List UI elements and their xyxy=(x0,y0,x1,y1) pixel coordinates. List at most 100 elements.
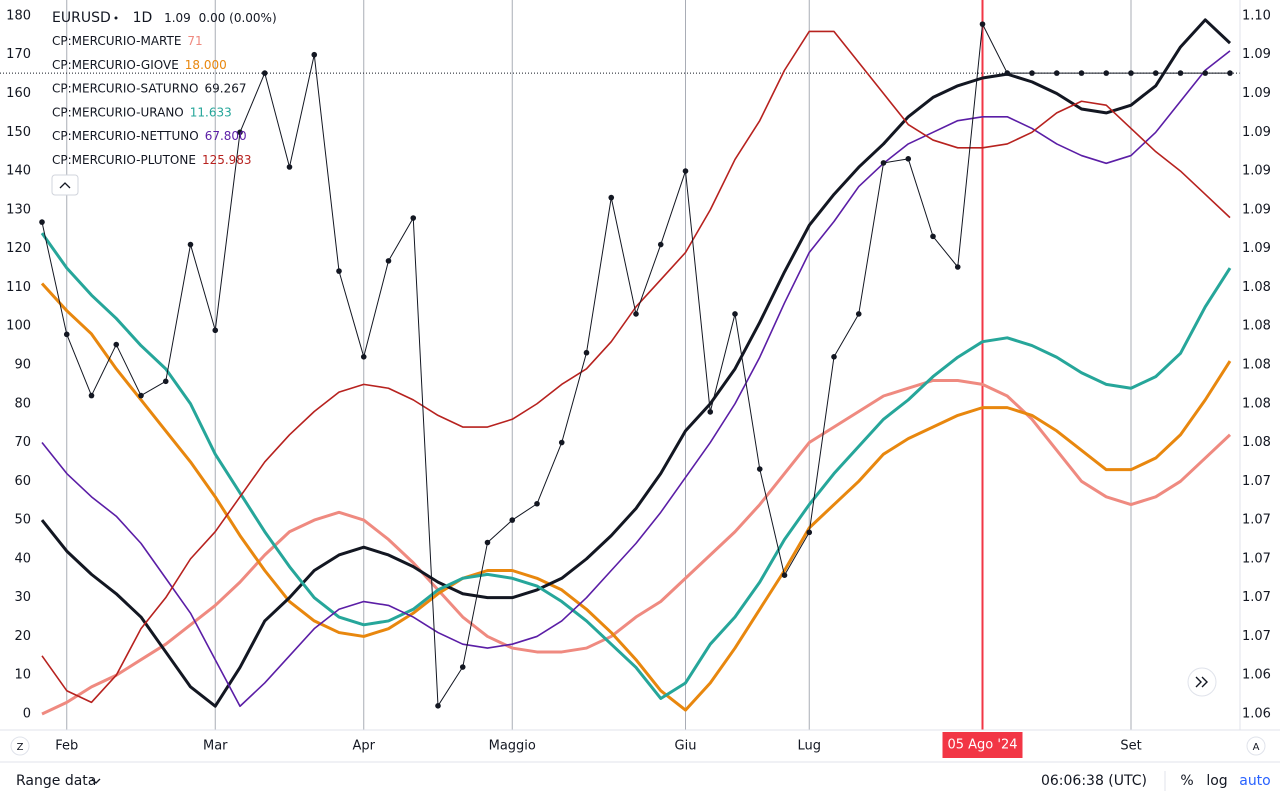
legend-entries: CP:MERCURIO-MARTE 71 CP:MERCURIO-GIOVE 18.0… xyxy=(52,34,252,167)
data-point xyxy=(509,517,516,523)
data-point xyxy=(63,331,70,338)
y-tick-label: 110 xyxy=(6,280,31,295)
clock: 06:06:38 (UTC) xyxy=(1041,773,1147,789)
change: 0.00 (0.00%) xyxy=(199,11,277,25)
a-button[interactable] xyxy=(1246,736,1266,756)
crosshair-label: 05 Ago '24 xyxy=(947,738,1017,753)
series-line xyxy=(41,50,1231,708)
data-point xyxy=(336,268,342,274)
data-point xyxy=(212,327,219,334)
data-point xyxy=(113,341,120,348)
interval: 1D xyxy=(133,10,153,26)
y-tick-label: 30 xyxy=(14,590,31,605)
legend-name: CP:MERCURIO-SATURNO xyxy=(52,81,198,95)
y2-tick-label: 1.08 xyxy=(1242,280,1271,295)
series-line xyxy=(41,30,1231,704)
legend-name: CP:MERCURIO-NETTUNO xyxy=(52,129,199,143)
data-point xyxy=(534,500,540,507)
data-point xyxy=(360,354,367,360)
data-point xyxy=(608,194,615,201)
y-tick-label: 50 xyxy=(14,513,31,528)
data-point xyxy=(558,439,565,446)
y2-tick-label: 1.09 xyxy=(1242,47,1271,62)
separator-dot xyxy=(114,16,118,20)
percent-toggle[interactable]: % xyxy=(1180,773,1193,789)
series-line xyxy=(40,282,1232,712)
y2-tick-label: 1.09 xyxy=(1242,125,1271,140)
data-point xyxy=(187,241,194,248)
data-point xyxy=(930,233,936,240)
bottom-toolbar: Z A Range data 06:06:38 (UTC) % log auto xyxy=(0,736,1280,791)
y-tick-label: 140 xyxy=(6,164,31,179)
data-point xyxy=(1227,70,1233,76)
series-line xyxy=(41,378,1232,716)
legend-entry: CP:MERCURIO-NETTUNO 67.800 xyxy=(52,129,247,143)
y-tick-label: 90 xyxy=(14,357,31,372)
data-point xyxy=(385,258,392,264)
legend: EURUSD 1D 1.09 0.00 (0.00%) CP:MERCURIO-… xyxy=(51,10,277,196)
axes-layer: 0 10 20 30 40 50 60 70 80 90 100 110 120 130 140 150 160… xyxy=(6,8,1271,758)
y2-tick-label: 1.06 xyxy=(1242,706,1271,721)
legend-name: CP:MERCURIO-MARTE xyxy=(52,34,181,48)
data-point xyxy=(806,529,813,536)
y2-tick-label: 1.09 xyxy=(1242,164,1271,179)
legend-value: 18.000 xyxy=(185,57,227,71)
y-tick-label: 20 xyxy=(14,629,31,644)
y2-tick-label: 1.07 xyxy=(1242,474,1271,489)
z-button-label: Z xyxy=(17,742,24,753)
y-tick-label: 60 xyxy=(14,474,31,489)
range-button[interactable]: Range data xyxy=(16,773,96,789)
data-point xyxy=(484,539,491,546)
data-point xyxy=(1053,70,1060,76)
y-tick-label: 100 xyxy=(6,319,31,334)
price: 1.09 xyxy=(164,11,191,25)
data-point xyxy=(732,311,738,317)
y2-tick-label: 1.09 xyxy=(1242,202,1271,217)
data-point xyxy=(855,311,862,317)
data-point xyxy=(39,219,45,225)
z-button[interactable] xyxy=(10,736,30,756)
legend-value: 71 xyxy=(187,34,202,48)
x-tick-label: Maggio xyxy=(489,739,536,754)
y-tick-label: 160 xyxy=(6,86,31,101)
data-point xyxy=(1103,70,1110,76)
x-tick-label: Set xyxy=(1120,739,1141,754)
auto-toggle[interactable]: auto xyxy=(1239,773,1271,789)
legend-name: CP:MERCURIO-URANO xyxy=(52,105,184,119)
data-point xyxy=(1177,70,1184,76)
data-point xyxy=(237,129,243,136)
x-tick-label: Lug xyxy=(797,739,821,754)
y2-tick-label: 1.07 xyxy=(1242,513,1271,528)
log-toggle[interactable]: log xyxy=(1206,773,1227,789)
legend-name: CP:MERCURIO-GIOVE xyxy=(52,57,179,71)
x-tick-label: Feb xyxy=(55,739,78,754)
data-point xyxy=(261,70,268,76)
crosshair-label-box xyxy=(942,732,1023,758)
range-chevron xyxy=(91,778,101,784)
series-layer xyxy=(39,18,1233,716)
data-point xyxy=(954,264,961,270)
y-tick-label: 120 xyxy=(6,241,31,256)
y2-tick-label: 1.08 xyxy=(1242,396,1271,411)
series-line xyxy=(40,232,1232,700)
legend-entry: CP:MERCURIO-MARTE 71 xyxy=(52,34,203,48)
data-point xyxy=(1029,70,1035,76)
legend-header: EURUSD 1D 1.09 0.00 (0.00%) xyxy=(52,10,277,26)
scroll-icon xyxy=(1195,676,1208,688)
y2-tick-label: 1.07 xyxy=(1242,590,1271,605)
collapse-button[interactable] xyxy=(51,174,79,196)
data-point xyxy=(1078,70,1085,76)
y2-tick-label: 1.09 xyxy=(1242,241,1271,256)
legend-value: 69.267 xyxy=(204,81,246,95)
scroll-button[interactable] xyxy=(1187,667,1217,697)
data-point xyxy=(162,378,169,385)
y-tick-label: 180 xyxy=(6,8,31,23)
y2-tick-label: 1.06 xyxy=(1242,668,1271,683)
y-tick-label: 130 xyxy=(6,202,31,217)
x-tick-label: Mar xyxy=(203,739,228,754)
data-point xyxy=(1152,70,1159,76)
y-tick-label: 0 xyxy=(23,706,31,721)
